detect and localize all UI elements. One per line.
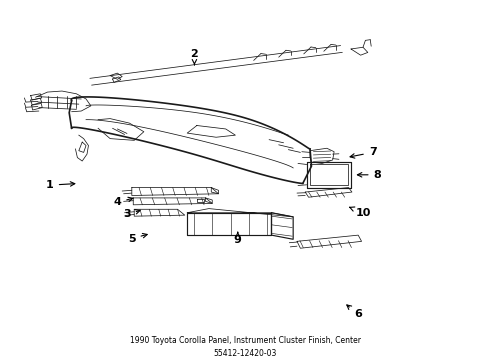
Text: 10: 10 bbox=[350, 207, 371, 218]
Text: 1: 1 bbox=[46, 180, 75, 190]
Text: 7: 7 bbox=[350, 147, 376, 158]
Text: 8: 8 bbox=[357, 170, 381, 180]
Text: 5: 5 bbox=[128, 234, 147, 244]
Text: 3: 3 bbox=[123, 210, 140, 220]
Text: 9: 9 bbox=[234, 233, 242, 245]
Text: 6: 6 bbox=[347, 305, 362, 319]
Text: 4: 4 bbox=[113, 197, 133, 207]
Text: 2: 2 bbox=[191, 49, 198, 65]
Text: 55412-12420-03: 55412-12420-03 bbox=[213, 348, 277, 357]
Text: 1990 Toyota Corolla Panel, Instrument Cluster Finish, Center: 1990 Toyota Corolla Panel, Instrument Cl… bbox=[129, 337, 361, 346]
